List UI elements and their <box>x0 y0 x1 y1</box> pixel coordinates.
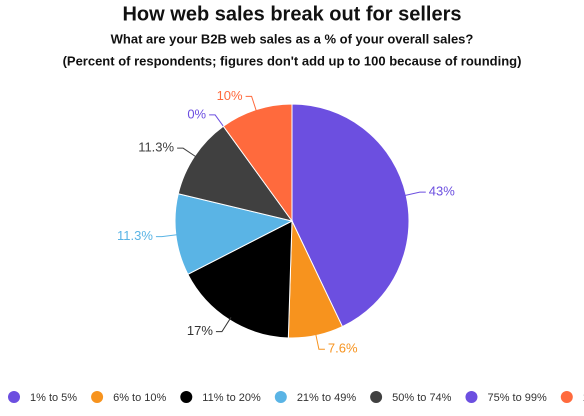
legend-label: 100% <box>583 392 584 404</box>
leader-line <box>209 114 226 129</box>
data-label: 43% <box>429 184 455 199</box>
legend-marker <box>8 391 20 403</box>
data-label: 11.3% <box>117 228 153 243</box>
legend-label: 50% to 74% <box>392 392 452 404</box>
leader-line <box>215 317 232 333</box>
legend-marker <box>180 391 193 403</box>
data-label: 10% <box>217 88 243 103</box>
leader-line <box>155 234 179 238</box>
chart-subtitle: (Percent of respondents; figures don't a… <box>63 53 522 68</box>
legend-marker <box>274 391 287 403</box>
legend-label: 75% to 99% <box>487 392 547 404</box>
data-label: 11.3% <box>138 140 174 155</box>
legend-marker <box>91 391 104 403</box>
legend-marker <box>560 391 573 403</box>
legend-marker <box>370 391 383 403</box>
leader-line <box>403 191 426 197</box>
legend-label: 21% to 49% <box>297 392 357 404</box>
chart-subtitle: What are your B2B web sales as a % of yo… <box>111 31 474 46</box>
data-label: 7.6% <box>328 341 358 356</box>
legend-label: 6% to 10% <box>113 392 166 404</box>
legend-label: 1% to 5% <box>30 392 77 404</box>
leader-line <box>245 95 258 113</box>
data-label: 17% <box>187 323 213 338</box>
data-label: 0% <box>187 106 206 121</box>
leader-line <box>177 147 198 159</box>
leader-line <box>314 332 325 350</box>
legend-label: 11% to 20% <box>202 392 261 404</box>
chart-title: How web sales break out for sellers <box>122 3 461 25</box>
legend-marker <box>465 391 478 403</box>
